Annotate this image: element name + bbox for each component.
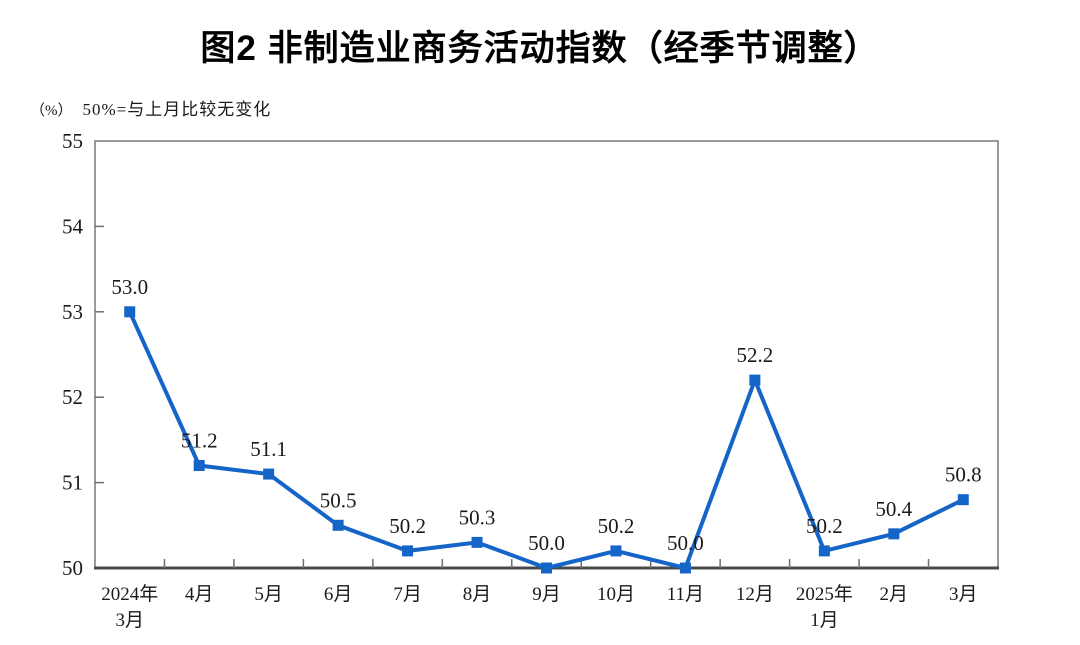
x-axis: 2024年 3月 4月 5月 6月 7月 8月 9月 10月 11月 12月 2025年 1月 2月 3月 — [101, 559, 978, 631]
x-axis-label: 7月 — [393, 584, 422, 605]
x-axis-label: 2月 — [880, 584, 909, 605]
x-axis-label: 2025年 1月 — [796, 583, 853, 631]
chart-title: 图2 非制造业商务活动指数（经季节调整） — [200, 29, 880, 68]
data-point-label: 50.0 — [528, 531, 565, 555]
series-points: 53.0 51.2 51.1 50.5 50.2 50.3 50.0 50.2 50.0 52.2… — [111, 275, 982, 574]
baseline-note: 50%=与上月比较无变化 — [82, 100, 272, 119]
y-axis-label: 53 — [62, 300, 83, 324]
data-point-marker — [957, 494, 969, 506]
data-point-label: 50.2 — [389, 514, 426, 538]
data-point-marker — [193, 460, 205, 472]
data-point-marker — [402, 545, 414, 557]
x-axis-label: 6月 — [324, 584, 353, 605]
data-point-marker — [471, 536, 483, 548]
data-point-marker — [124, 306, 136, 318]
y-axis-label: 55 — [62, 129, 83, 153]
x-axis-label: 12月 — [736, 584, 774, 605]
data-point-label: 53.0 — [111, 275, 148, 299]
data-point-marker — [610, 545, 622, 557]
data-point-label: 50.0 — [667, 531, 704, 555]
data-point-marker — [541, 562, 552, 574]
data-point-label: 50.3 — [459, 505, 496, 529]
data-point-label: 50.2 — [598, 514, 635, 538]
data-point-marker — [332, 519, 344, 531]
data-point-label: 51.2 — [181, 429, 218, 453]
y-axis-label: 52 — [62, 385, 83, 409]
data-point-marker — [888, 528, 900, 540]
data-point-label: 50.2 — [806, 514, 843, 538]
x-axis-label: 9月 — [532, 584, 561, 605]
x-axis-label: 4月 — [185, 584, 214, 605]
data-point-marker — [818, 545, 830, 557]
x-axis-label: 10月 — [597, 584, 635, 605]
chart-subtitle: （%） 50%=与上月比较无变化 — [30, 95, 271, 120]
data-point-label: 50.8 — [945, 463, 982, 487]
data-point-label: 50.5 — [320, 488, 357, 512]
x-axis-label: 3月 — [949, 584, 978, 605]
y-axis-label: 51 — [62, 471, 83, 495]
y-axis: 50 51 52 53 54 55 — [62, 129, 104, 580]
data-point-label: 52.2 — [737, 343, 774, 367]
x-axis-label: 11月 — [667, 584, 704, 605]
plot-border — [94, 140, 999, 569]
data-point-marker — [263, 468, 275, 480]
data-point-label: 50.4 — [875, 497, 912, 521]
y-axis-label: 50 — [62, 556, 83, 580]
x-axis-label: 5月 — [254, 584, 283, 605]
data-point-label: 51.1 — [250, 437, 287, 461]
data-point-marker — [679, 562, 691, 574]
y-axis-label: 54 — [62, 214, 84, 238]
data-point-marker — [749, 374, 761, 386]
unit-label: （%） — [30, 103, 73, 119]
x-axis-label: 2024年 3月 — [101, 583, 158, 631]
x-axis-label: 8月 — [463, 584, 492, 605]
